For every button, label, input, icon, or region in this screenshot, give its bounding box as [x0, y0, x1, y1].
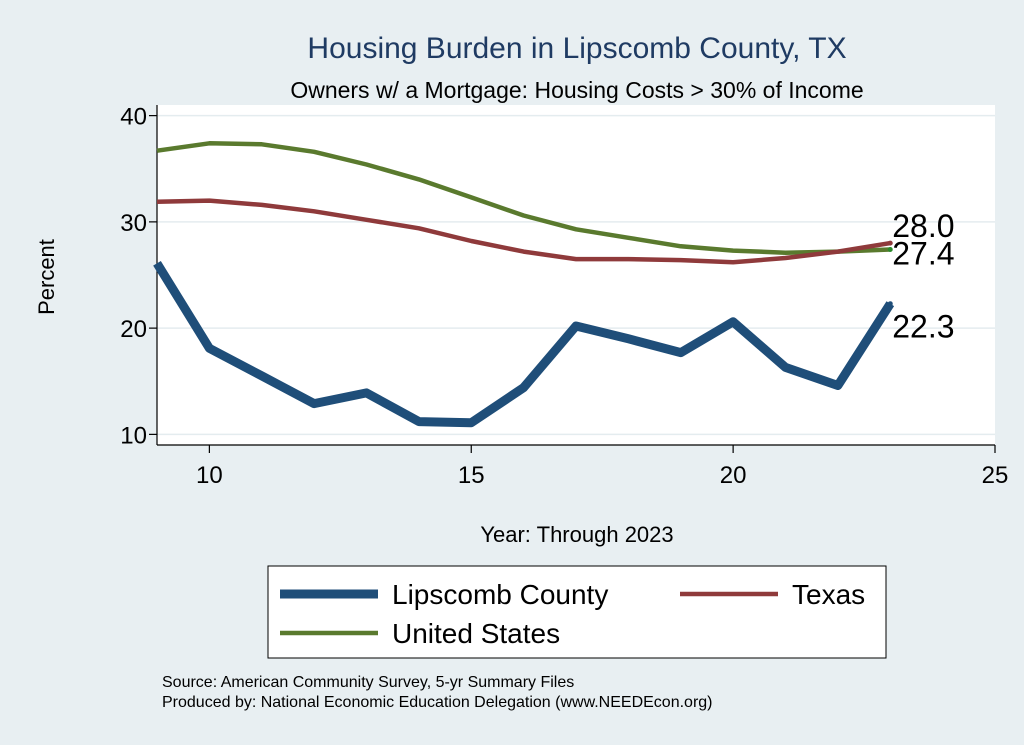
legend-label: Texas — [792, 579, 865, 610]
end-label: 22.3 — [892, 309, 954, 345]
plot-area — [157, 105, 995, 445]
y-tick-label: 30 — [120, 210, 147, 237]
grid-lines — [157, 114, 995, 436]
series-endpoint — [887, 247, 893, 252]
chart-subtitle: Owners w/ a Mortgage: Housing Costs > 30… — [290, 77, 863, 103]
series-line-united-states — [156, 141, 891, 255]
series-lines — [153, 141, 895, 428]
y-tick-label: 10 — [120, 422, 147, 449]
produced-by-note: Produced by: National Economic Education… — [162, 694, 713, 711]
series-line-lipscomb-county — [153, 260, 895, 428]
series-line-texas — [156, 198, 891, 265]
end-label: 28.0 — [892, 208, 954, 244]
chart-title: Housing Burden in Lipscomb County, TX — [307, 32, 846, 65]
legend: Lipscomb County Texas United States — [267, 565, 887, 659]
x-axis-label: Year: Through 2023 — [480, 522, 673, 547]
x-tick-label: 10 — [196, 462, 223, 489]
legend-label: Lipscomb County — [392, 579, 608, 610]
axes: 10 20 30 40 10 15 20 25 — [120, 104, 1008, 489]
legend-label: United States — [392, 618, 560, 649]
x-tick-label: 15 — [458, 462, 485, 489]
legend-box — [267, 565, 887, 659]
series-endpoint — [887, 301, 893, 307]
y-tick-label: 40 — [120, 104, 147, 131]
end-labels: 28.027.4 22.3 — [892, 208, 954, 345]
series-endpoint — [887, 240, 893, 246]
end-label: 27.4 — [892, 236, 954, 272]
y-axis-label: Percent — [34, 239, 59, 315]
x-tick-label: 20 — [720, 462, 747, 489]
y-tick-label: 20 — [120, 316, 147, 343]
x-tick-label: 25 — [982, 462, 1009, 489]
source-note: Source: American Community Survey, 5-yr … — [162, 674, 574, 691]
